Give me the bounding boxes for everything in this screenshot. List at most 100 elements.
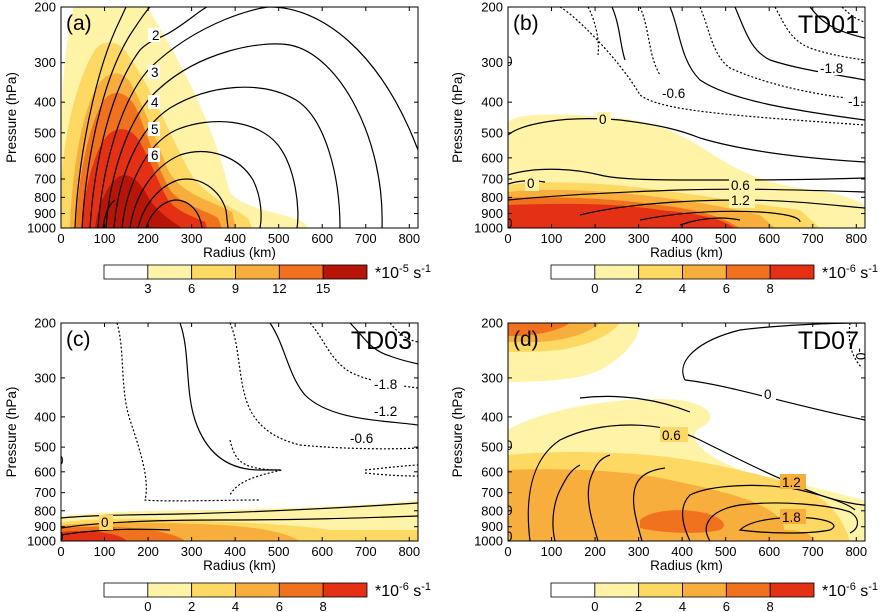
contour-label: 1.8 [782,510,801,525]
x-tick-label: 100 [541,544,563,559]
y-tick-label: 400 [481,95,503,110]
panel-a: 2 3 4 5 6 (a) 0 100 200 300 400 500 600 700 800 2… [4,0,431,296]
y-tick-label: 700 [481,485,503,500]
y-tick-label: 800 [481,503,503,518]
y-tick-label: 700 [481,172,503,187]
y-tick-label: 500 [481,440,503,455]
contours-d [527,323,865,541]
panel-d: 0 0 0.6 1.2 1.8 -0 0 0 (d) TD07 0 100 200 3… [450,316,878,612]
colorbar-unit-tail-exponent: -1 [868,581,878,593]
x-axis-title: Radius (km) [650,558,723,573]
contour-label: 0 [101,515,109,530]
colorbar-swatch [322,264,368,280]
colorbar-swatch [147,264,193,280]
x-tick-label: 500 [715,544,737,559]
colorbar-tick-label: 2 [188,599,195,612]
label-bg [597,112,611,127]
contour-line-dotted [841,7,865,23]
colorbar-unit-tail: s [409,265,421,282]
x-tick-label: 100 [541,231,563,246]
plot-frame [60,6,419,229]
y-axis-title: Pressure (hPa) [450,72,465,163]
label-bg [729,193,755,208]
y-tick-label: 300 [481,55,503,70]
panel-title: TD03 [351,327,412,355]
y-tick-label: 600 [481,150,503,165]
x-tick-label: 600 [311,544,333,559]
contours-b [508,7,865,226]
colorbar-tick-label: 2 [635,281,642,296]
contour-labels-b: -1.8 -0.6 -1. 0 0 0.6 1.2 0 0 [508,54,865,228]
colorbar-unit: *10-6 s-1 [375,581,431,600]
colorbar-swatch [235,264,280,280]
axes-c: 0 100 200 300 400 500 600 700 800 200 300 400 500 600… [4,316,420,574]
contour-line [734,7,865,81]
contour-line [705,502,859,541]
colorbar-swatch [594,264,640,280]
colorbar-swatch [769,582,815,598]
x-tick-label: 600 [311,231,333,246]
colorbar-a: 3 6 9 12 15 *10-5 s-1 [103,263,431,296]
contour-line [669,7,865,121]
contour-label: 1.2 [782,475,801,490]
colorbar-tick-label: 4 [679,281,686,296]
y-tick-label: 700 [34,172,56,187]
colorbar-tick-label: 3 [144,281,151,296]
contour-line [508,188,865,201]
contour-label: 6 [151,148,159,163]
y-tick-label: 400 [34,409,56,424]
fill-level3 [700,529,813,541]
contour-line [145,199,203,228]
label-bg [660,427,688,442]
y-tick-label: 1000 [27,534,56,549]
contour-line-dotted [774,7,865,61]
label-bg [780,509,806,524]
colorbar-unit-base: *10 [375,583,399,600]
colorbar-swatch [725,264,771,280]
colorbar-unit-tail: s [856,583,868,600]
y-axis-title: Pressure (hPa) [4,387,19,478]
contour-line-dotted [639,7,661,76]
x-tick-label: 500 [268,231,290,246]
contour-labels-a: 2 3 4 5 6 [148,28,160,163]
y-tick-label: 900 [481,206,503,221]
colorbar-unit-exponent: -6 [846,263,856,275]
fill-level4 [508,323,570,336]
x-tick-label: 400 [224,231,246,246]
y-tick-label: 900 [34,519,56,534]
x-tick-label: 700 [802,231,824,246]
colorbar-tick-label: 8 [767,599,774,612]
panel-d-fill: 0 0 0.6 1.2 1.8 -0 0 0 [508,323,865,541]
contour-label: 5 [151,122,159,137]
contour-line [137,178,229,228]
y-tick-label: 1000 [474,534,503,549]
colorbar-swatch [147,582,193,598]
label-bg [525,176,539,191]
x-tick-label: 0 [504,231,511,246]
y-tick-label: 800 [481,190,503,205]
y-tick-label: 900 [34,206,56,221]
y-tick-label: 200 [34,0,56,15]
panel-b-fill: -1.8 -0.6 -1. 0 0 0.6 1.2 0 0 [508,7,865,228]
contour-label: 3 [151,65,159,80]
x-axis-title: Radius (km) [650,245,723,260]
y-tick-label: 800 [34,190,56,205]
contour-line [129,151,262,228]
panel-title: TD01 [798,11,859,39]
label-bg [148,65,160,79]
colorbar-tick-label: 4 [679,599,686,612]
colorbar-d: 0 2 4 6 8 *10-6 s-1 [550,581,878,612]
x-tick-label: 200 [137,231,159,246]
label-bg [780,474,806,489]
colorbar-unit-base: *10 [822,583,846,600]
colorbar-unit: *10-6 s-1 [822,263,878,282]
label-bg [148,148,160,162]
colorbar-tick-label: 0 [144,599,151,612]
colorbar-unit-tail-exponent: -1 [421,581,431,593]
y-tick-label: 900 [481,519,503,534]
contour-line-dotted [364,472,418,477]
y-axis-title: Pressure (hPa) [450,387,465,478]
x-tick-label: 100 [94,231,116,246]
x-tick-label: 700 [355,231,377,246]
